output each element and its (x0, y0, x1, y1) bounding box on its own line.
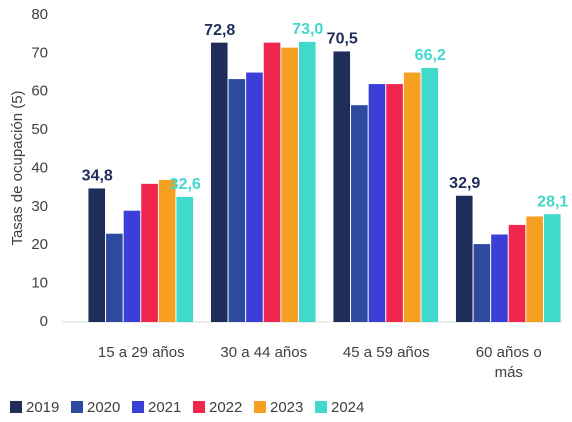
bar (228, 79, 246, 323)
bar (421, 67, 439, 323)
y-tick-label: 40 (31, 159, 48, 176)
bar (88, 188, 106, 322)
y-tick-label: 60 (31, 83, 48, 100)
data-label: 70,5 (327, 31, 358, 48)
bar (333, 51, 351, 323)
bar (158, 180, 176, 322)
bar (123, 210, 141, 322)
legend-swatch (132, 401, 144, 413)
bar (298, 41, 316, 323)
bar (473, 244, 491, 322)
legend-swatch (71, 401, 83, 413)
y-tick-label: 0 (40, 313, 48, 330)
x-tick-label-box: 45 a 59 años (342, 344, 430, 361)
legend-swatch (10, 401, 22, 413)
legend-swatch (193, 401, 205, 413)
bar (176, 196, 194, 322)
bar (210, 42, 228, 322)
bar (368, 84, 386, 322)
legend-label: 2024 (331, 399, 364, 416)
x-tick-label: 45 a 59 años (342, 344, 430, 361)
legend-label: 2019 (26, 399, 59, 416)
legend-label: 2023 (270, 399, 303, 416)
bar (106, 233, 123, 322)
bar (526, 216, 543, 322)
x-tick-label-box: 30 a 44 años (220, 344, 308, 361)
legend-label: 2022 (209, 399, 242, 416)
bar (263, 42, 281, 322)
y-tick-label: 30 (31, 198, 48, 215)
bar (281, 47, 298, 323)
legend-label: 2021 (148, 399, 181, 416)
data-label: 73,0 (292, 21, 323, 38)
bar (403, 72, 421, 322)
data-label: 66,2 (415, 47, 446, 64)
data-label: 72,8 (204, 22, 235, 39)
y-tick-label: 10 (31, 275, 48, 292)
y-tick-label: 70 (31, 44, 48, 61)
legend-swatch (254, 401, 266, 413)
x-tick-label-box: 15 a 29 años (97, 344, 185, 361)
bar (246, 72, 263, 322)
y-axis-label: Tasas de ocupación (5) (9, 90, 26, 245)
data-label: 32,6 (170, 176, 201, 193)
y-tick-label: 20 (31, 236, 48, 253)
x-tick-label: 60 años o más (475, 344, 542, 381)
y-tick-label: 50 (31, 121, 48, 138)
bar (141, 183, 158, 322)
data-label: 34,8 (82, 168, 113, 185)
bar (386, 84, 403, 322)
legend-swatch (315, 401, 327, 413)
data-label: 28,1 (537, 193, 568, 210)
bar (351, 105, 368, 323)
legend-label: 2020 (87, 399, 120, 416)
bar (491, 234, 508, 322)
data-label: 32,9 (449, 175, 480, 192)
bar (508, 224, 526, 322)
bar (543, 214, 561, 322)
x-tick-label: 15 a 29 años (97, 344, 185, 361)
x-tick-label: 30 a 44 años (220, 344, 308, 361)
bar (455, 195, 473, 322)
x-tick-label-box: 60 años o más (475, 344, 542, 381)
y-tick-label: 80 (31, 6, 48, 23)
